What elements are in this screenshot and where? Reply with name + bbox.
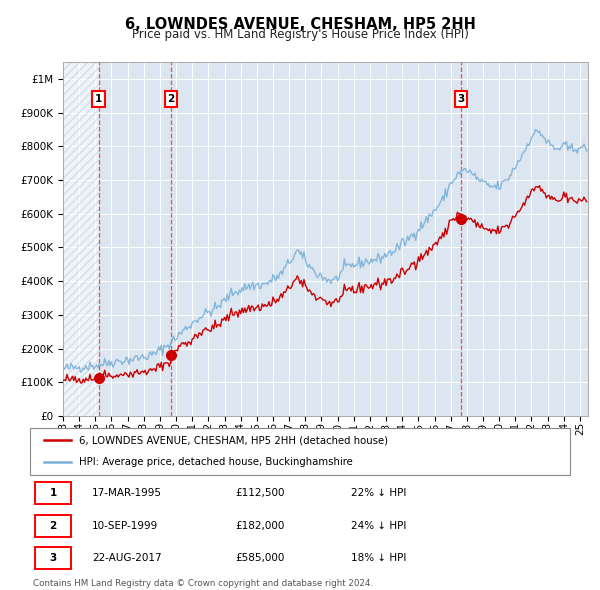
Text: 2: 2 — [49, 521, 56, 530]
Text: 1: 1 — [49, 488, 56, 498]
Text: 17-MAR-1995: 17-MAR-1995 — [92, 488, 162, 498]
Text: 24% ↓ HPI: 24% ↓ HPI — [352, 521, 407, 530]
Bar — [35, 515, 71, 536]
Bar — [35, 548, 71, 569]
Bar — [63, 62, 98, 416]
Text: £182,000: £182,000 — [235, 521, 284, 530]
Text: 3: 3 — [457, 94, 464, 104]
Text: HPI: Average price, detached house, Buckinghamshire: HPI: Average price, detached house, Buck… — [79, 457, 352, 467]
Text: 22-AUG-2017: 22-AUG-2017 — [92, 553, 162, 563]
Text: 6, LOWNDES AVENUE, CHESHAM, HP5 2HH (detached house): 6, LOWNDES AVENUE, CHESHAM, HP5 2HH (det… — [79, 435, 388, 445]
Text: Price paid vs. HM Land Registry's House Price Index (HPI): Price paid vs. HM Land Registry's House … — [131, 28, 469, 41]
Text: 6, LOWNDES AVENUE, CHESHAM, HP5 2HH: 6, LOWNDES AVENUE, CHESHAM, HP5 2HH — [125, 17, 475, 31]
Text: 18% ↓ HPI: 18% ↓ HPI — [352, 553, 407, 563]
Text: 2: 2 — [167, 94, 175, 104]
Text: 22% ↓ HPI: 22% ↓ HPI — [352, 488, 407, 498]
Text: £585,000: £585,000 — [235, 553, 284, 563]
Text: Contains HM Land Registry data © Crown copyright and database right 2024.
This d: Contains HM Land Registry data © Crown c… — [33, 579, 373, 590]
Text: 3: 3 — [49, 553, 56, 563]
Text: 1: 1 — [95, 94, 103, 104]
Bar — [35, 482, 71, 504]
Text: 10-SEP-1999: 10-SEP-1999 — [92, 521, 158, 530]
Text: £112,500: £112,500 — [235, 488, 285, 498]
